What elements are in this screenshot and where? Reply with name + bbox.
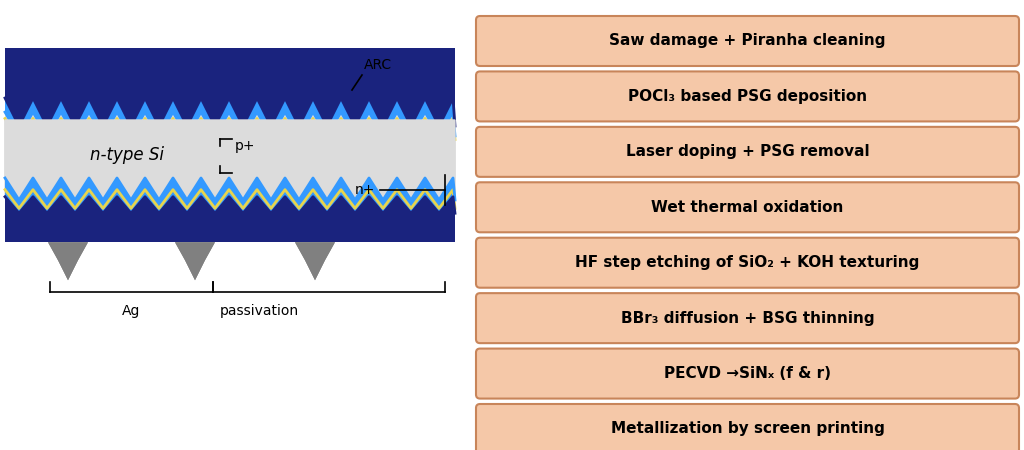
Text: passivation: passivation (220, 304, 299, 318)
Polygon shape (5, 48, 455, 126)
Text: BBr₃ diffusion + BSG thinning: BBr₃ diffusion + BSG thinning (621, 310, 874, 326)
Bar (5, 231, 455, 234)
Bar (5, 215, 455, 231)
Polygon shape (295, 242, 335, 280)
Bar (5, 234, 455, 242)
Text: Ag: Ag (122, 304, 140, 318)
Polygon shape (48, 242, 88, 280)
Text: Laser doping + PSG removal: Laser doping + PSG removal (626, 144, 869, 159)
FancyBboxPatch shape (476, 72, 1019, 122)
Text: HF step etching of SiO₂ + KOH texturing: HF step etching of SiO₂ + KOH texturing (575, 255, 920, 270)
Bar (5, 106, 455, 206)
FancyBboxPatch shape (476, 16, 1019, 66)
FancyBboxPatch shape (476, 349, 1019, 399)
Polygon shape (5, 178, 455, 250)
FancyBboxPatch shape (476, 404, 1019, 450)
Text: p+: p+ (234, 139, 256, 153)
Text: PECVD →SiNₓ (f & r): PECVD →SiNₓ (f & r) (664, 366, 831, 381)
Polygon shape (175, 242, 215, 280)
Text: POCl₃ based PSG deposition: POCl₃ based PSG deposition (628, 89, 867, 104)
Polygon shape (295, 242, 335, 280)
Polygon shape (175, 242, 215, 280)
FancyBboxPatch shape (476, 182, 1019, 232)
Polygon shape (5, 120, 455, 200)
Text: Metallization by screen printing: Metallization by screen printing (610, 422, 885, 436)
FancyBboxPatch shape (476, 127, 1019, 177)
Polygon shape (48, 242, 88, 280)
Bar (5, 242, 455, 285)
Text: Wet thermal oxidation: Wet thermal oxidation (651, 200, 844, 215)
Text: ARC: ARC (364, 58, 392, 72)
Polygon shape (5, 118, 455, 195)
Polygon shape (5, 197, 455, 263)
Text: n+: n+ (354, 183, 375, 197)
Text: Saw damage + Piranha cleaning: Saw damage + Piranha cleaning (609, 33, 886, 49)
Polygon shape (5, 98, 455, 136)
FancyBboxPatch shape (476, 293, 1019, 343)
FancyBboxPatch shape (476, 238, 1019, 288)
Text: n-type Si: n-type Si (90, 146, 164, 164)
